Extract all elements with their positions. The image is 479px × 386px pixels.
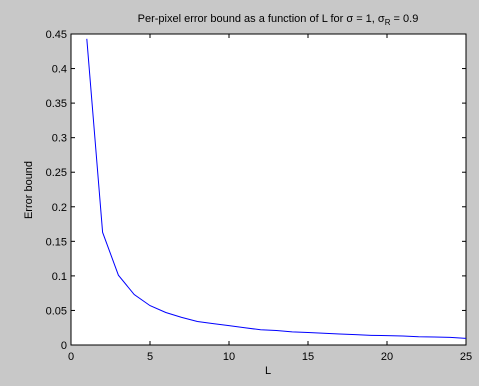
y-tick-label: 0.25 <box>46 167 67 179</box>
y-axis-label: Error bound <box>23 161 35 219</box>
y-tick-label: 0 <box>61 340 67 352</box>
y-tick-label: 0.35 <box>46 98 67 110</box>
y-tick-label: 0.4 <box>52 64 67 76</box>
chart-title: Per-pixel error bound as a function of L… <box>138 13 419 27</box>
series-line <box>86 38 467 339</box>
x-tick-label: 10 <box>223 351 235 363</box>
x-axis-label: L <box>265 365 271 377</box>
x-tick-label: 20 <box>381 351 393 363</box>
series-layer <box>86 38 467 339</box>
x-tick-label: 5 <box>147 351 153 363</box>
plot-area <box>70 33 467 346</box>
y-tick-label: 0.3 <box>52 133 67 145</box>
x-tick-label: 25 <box>460 351 472 363</box>
x-tick-label: 15 <box>302 351 314 363</box>
y-tick-label: 0.1 <box>52 271 67 283</box>
y-tick-label: 0.45 <box>46 29 67 41</box>
y-tick-label: 0.15 <box>46 236 67 248</box>
y-tick-label: 0.05 <box>46 305 67 317</box>
y-tick-label: 0.2 <box>52 202 67 214</box>
x-axis: 0 5 10 15 20 25 <box>68 34 472 363</box>
x-tick-label: 0 <box>68 351 74 363</box>
y-axis: 0 0.05 0.1 0.15 0.2 0.25 0.3 0.35 0.4 0.45 <box>46 29 466 352</box>
